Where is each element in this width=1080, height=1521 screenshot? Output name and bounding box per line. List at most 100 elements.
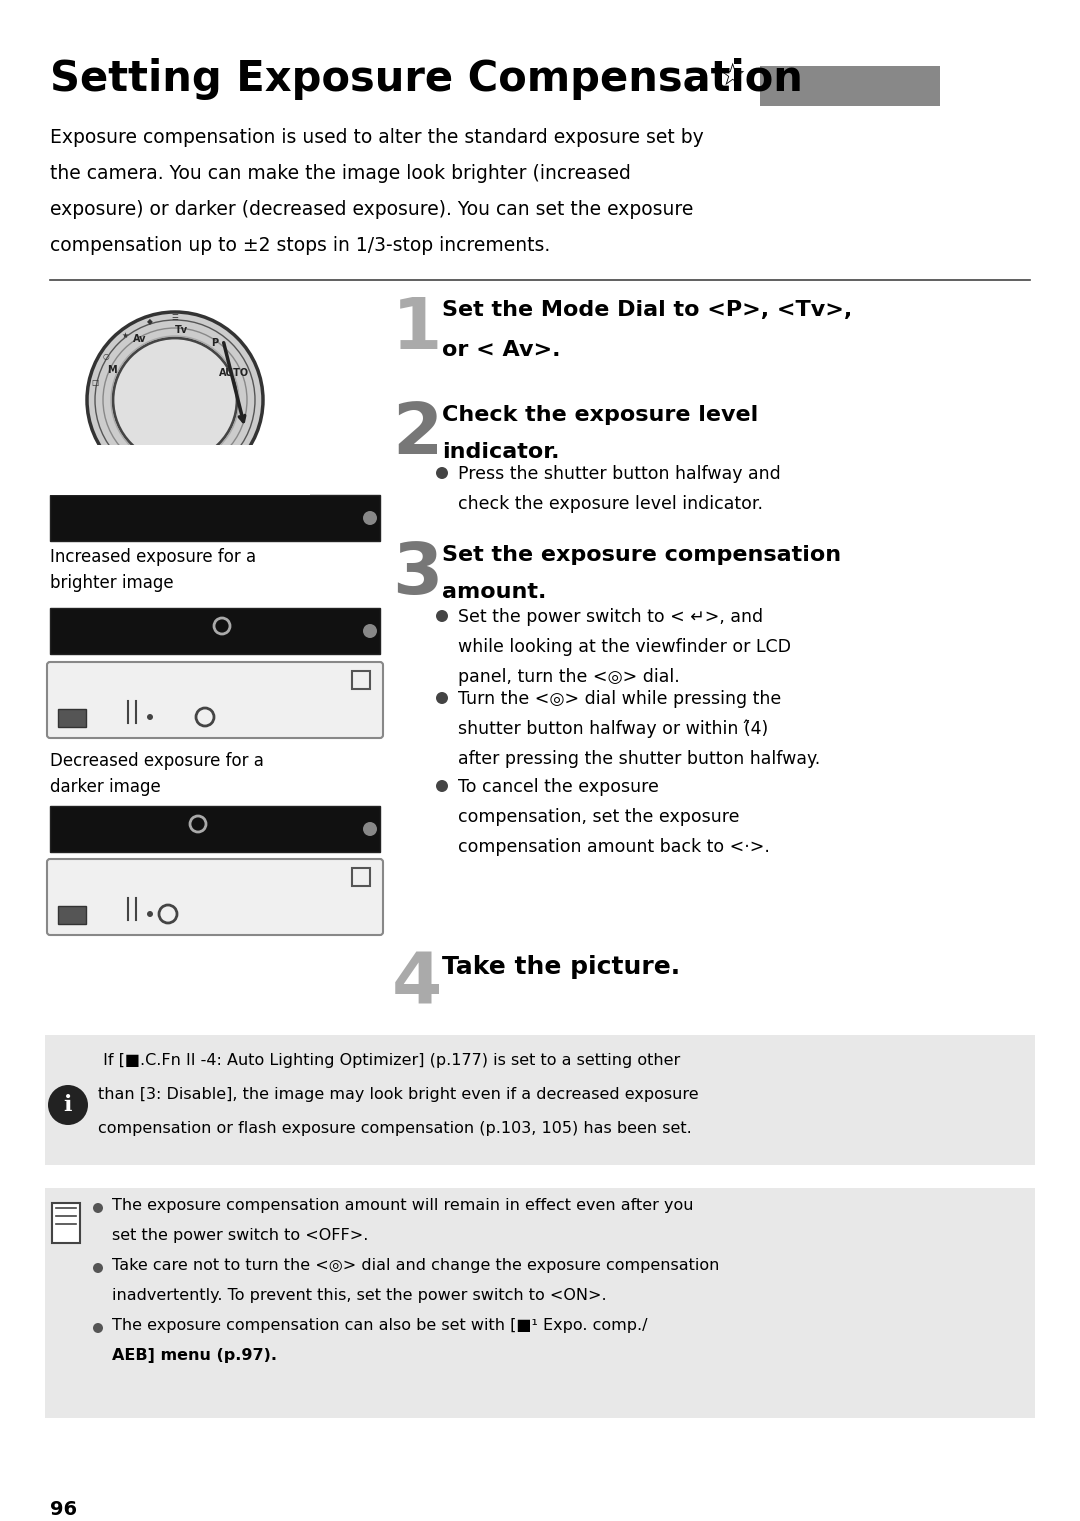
Text: 78: 78 bbox=[320, 814, 338, 829]
Bar bbox=[50, 446, 310, 494]
Text: ±2..1..▾..1..2: ±2..1..▾..1..2 bbox=[158, 618, 253, 628]
Text: 250: 250 bbox=[58, 503, 85, 519]
Text: 78: 78 bbox=[320, 616, 338, 631]
Text: Av: Av bbox=[133, 335, 147, 344]
Text: 100: 100 bbox=[270, 616, 297, 631]
Text: 1: 1 bbox=[392, 295, 443, 364]
Text: The exposure compensation amount will remain in effect even after you: The exposure compensation amount will re… bbox=[112, 1199, 693, 1214]
Text: darker image: darker image bbox=[50, 779, 161, 795]
Text: indicator.: indicator. bbox=[442, 443, 559, 462]
Text: Turn the <◎> dial while pressing the: Turn the <◎> dial while pressing the bbox=[458, 691, 781, 707]
Text: Take the picture.: Take the picture. bbox=[442, 955, 680, 980]
Circle shape bbox=[147, 713, 153, 719]
Text: 100: 100 bbox=[260, 900, 298, 920]
Text: Take care not to turn the <◎> dial and change the exposure compensation: Take care not to turn the <◎> dial and c… bbox=[112, 1258, 719, 1273]
Circle shape bbox=[436, 780, 448, 792]
Text: 100: 100 bbox=[270, 814, 297, 829]
Text: If [■.C.Fn II -4: Auto Lighting Optimizer] (p.177) is set to a setting other: If [■.C.Fn II -4: Auto Lighting Optimize… bbox=[98, 1053, 680, 1068]
Text: Exposure compensation is used to alter the standard exposure set by: Exposure compensation is used to alter t… bbox=[50, 128, 704, 148]
Text: ★: ★ bbox=[121, 332, 127, 339]
Bar bbox=[760, 65, 940, 106]
Text: Check the exposure level: Check the exposure level bbox=[442, 405, 758, 424]
Bar bbox=[50, 494, 380, 541]
Text: ISO: ISO bbox=[158, 634, 176, 643]
Text: check the exposure level indicator.: check the exposure level indicator. bbox=[458, 494, 762, 513]
Text: Set the exposure compensation: Set the exposure compensation bbox=[442, 545, 841, 564]
Circle shape bbox=[436, 610, 448, 622]
Circle shape bbox=[436, 467, 448, 479]
Text: 2: 2 bbox=[392, 400, 442, 468]
Text: amount.: amount. bbox=[442, 583, 546, 602]
Bar bbox=[50, 608, 380, 654]
Text: set the power switch to <OFF>.: set the power switch to <OFF>. bbox=[112, 1227, 368, 1243]
Text: P: P bbox=[131, 479, 139, 491]
Text: ISO: ISO bbox=[158, 832, 176, 843]
Bar bbox=[352, 868, 370, 887]
Text: Decreased exposure for a: Decreased exposure for a bbox=[50, 751, 264, 770]
Text: after pressing the shutter button halfway.: after pressing the shutter button halfwa… bbox=[458, 750, 820, 768]
Text: compensation amount back to <·>.: compensation amount back to <·>. bbox=[458, 838, 770, 856]
Text: 8.0: 8.0 bbox=[114, 814, 143, 829]
FancyBboxPatch shape bbox=[58, 709, 86, 727]
Bar bbox=[45, 1034, 1035, 1165]
Circle shape bbox=[48, 1084, 87, 1126]
Text: 100: 100 bbox=[270, 503, 297, 519]
Text: 3: 3 bbox=[392, 540, 443, 608]
Circle shape bbox=[87, 312, 264, 488]
Bar bbox=[352, 671, 370, 689]
Text: compensation up to ±2 stops in 1/3-stop increments.: compensation up to ±2 stops in 1/3-stop … bbox=[50, 236, 550, 256]
Text: -2..1....1..2: -2..1....1..2 bbox=[92, 710, 189, 722]
Circle shape bbox=[93, 1203, 103, 1214]
Text: ℹ: ℹ bbox=[64, 1095, 72, 1115]
Text: ○: ○ bbox=[103, 351, 109, 360]
Text: ☆: ☆ bbox=[718, 62, 745, 91]
FancyBboxPatch shape bbox=[48, 859, 383, 935]
Text: than [3: Disable], the image may look bright even if a decreased exposure: than [3: Disable], the image may look br… bbox=[98, 1088, 699, 1103]
FancyBboxPatch shape bbox=[58, 907, 86, 923]
Text: ◆: ◆ bbox=[147, 318, 152, 327]
Text: P: P bbox=[212, 338, 219, 348]
Text: inadvertently. To prevent this, set the power switch to <ON>.: inadvertently. To prevent this, set the … bbox=[112, 1288, 607, 1303]
Text: ±2..1..▾..1..2: ±2..1..▾..1..2 bbox=[158, 815, 253, 826]
Text: M: M bbox=[107, 365, 117, 376]
Text: 250: 250 bbox=[58, 616, 85, 631]
Text: AUTO: AUTO bbox=[219, 368, 249, 377]
FancyBboxPatch shape bbox=[48, 662, 383, 738]
Text: Setting Exposure Compensation: Setting Exposure Compensation bbox=[50, 58, 802, 100]
Text: or < Av>.: or < Av>. bbox=[442, 341, 561, 360]
Text: Increased exposure for a: Increased exposure for a bbox=[50, 548, 256, 566]
Circle shape bbox=[93, 1262, 103, 1273]
Circle shape bbox=[147, 911, 153, 917]
Text: compensation or flash exposure compensation (p.103, 105) has been set.: compensation or flash exposure compensat… bbox=[98, 1121, 692, 1136]
Text: To cancel the exposure: To cancel the exposure bbox=[458, 779, 659, 795]
Text: the camera. You can make the image look brighter (increased: the camera. You can make the image look … bbox=[50, 164, 631, 183]
Text: 100: 100 bbox=[260, 703, 298, 722]
Text: 78: 78 bbox=[320, 503, 338, 519]
Text: -2..1....1..2: -2..1....1..2 bbox=[92, 907, 189, 920]
Text: 250: 250 bbox=[58, 814, 85, 829]
Text: 4: 4 bbox=[392, 951, 443, 1019]
Text: ±2..1...▾..1..2: ±2..1...▾..1..2 bbox=[158, 505, 259, 516]
Bar bbox=[50, 806, 380, 852]
Text: ISO: ISO bbox=[92, 922, 110, 932]
Text: shutter button halfway or within (̂4): shutter button halfway or within (̂4) bbox=[458, 719, 768, 739]
Circle shape bbox=[93, 1323, 103, 1332]
Text: ISO: ISO bbox=[92, 726, 110, 735]
Text: while looking at the viewfinder or LCD: while looking at the viewfinder or LCD bbox=[458, 637, 791, 656]
Circle shape bbox=[363, 511, 377, 525]
Text: Press the shutter button halfway and: Press the shutter button halfway and bbox=[458, 465, 781, 484]
Text: The exposure compensation can also be set with [■¹ Expo. comp./: The exposure compensation can also be se… bbox=[112, 1319, 648, 1332]
Circle shape bbox=[363, 624, 377, 637]
FancyBboxPatch shape bbox=[52, 1203, 80, 1243]
Circle shape bbox=[363, 821, 377, 837]
Text: AEB] menu (p.97).: AEB] menu (p.97). bbox=[112, 1348, 276, 1363]
Bar bbox=[45, 1188, 1035, 1418]
Text: brighter image: brighter image bbox=[50, 573, 174, 592]
Text: Set the Mode Dial to <P>, <Tv>,: Set the Mode Dial to <P>, <Tv>, bbox=[442, 300, 852, 319]
Text: 96: 96 bbox=[50, 1500, 77, 1519]
Circle shape bbox=[436, 692, 448, 704]
Circle shape bbox=[113, 338, 237, 462]
Text: 5.6: 5.6 bbox=[114, 503, 143, 519]
Text: Tv: Tv bbox=[175, 325, 188, 335]
Text: ISO: ISO bbox=[158, 522, 176, 531]
